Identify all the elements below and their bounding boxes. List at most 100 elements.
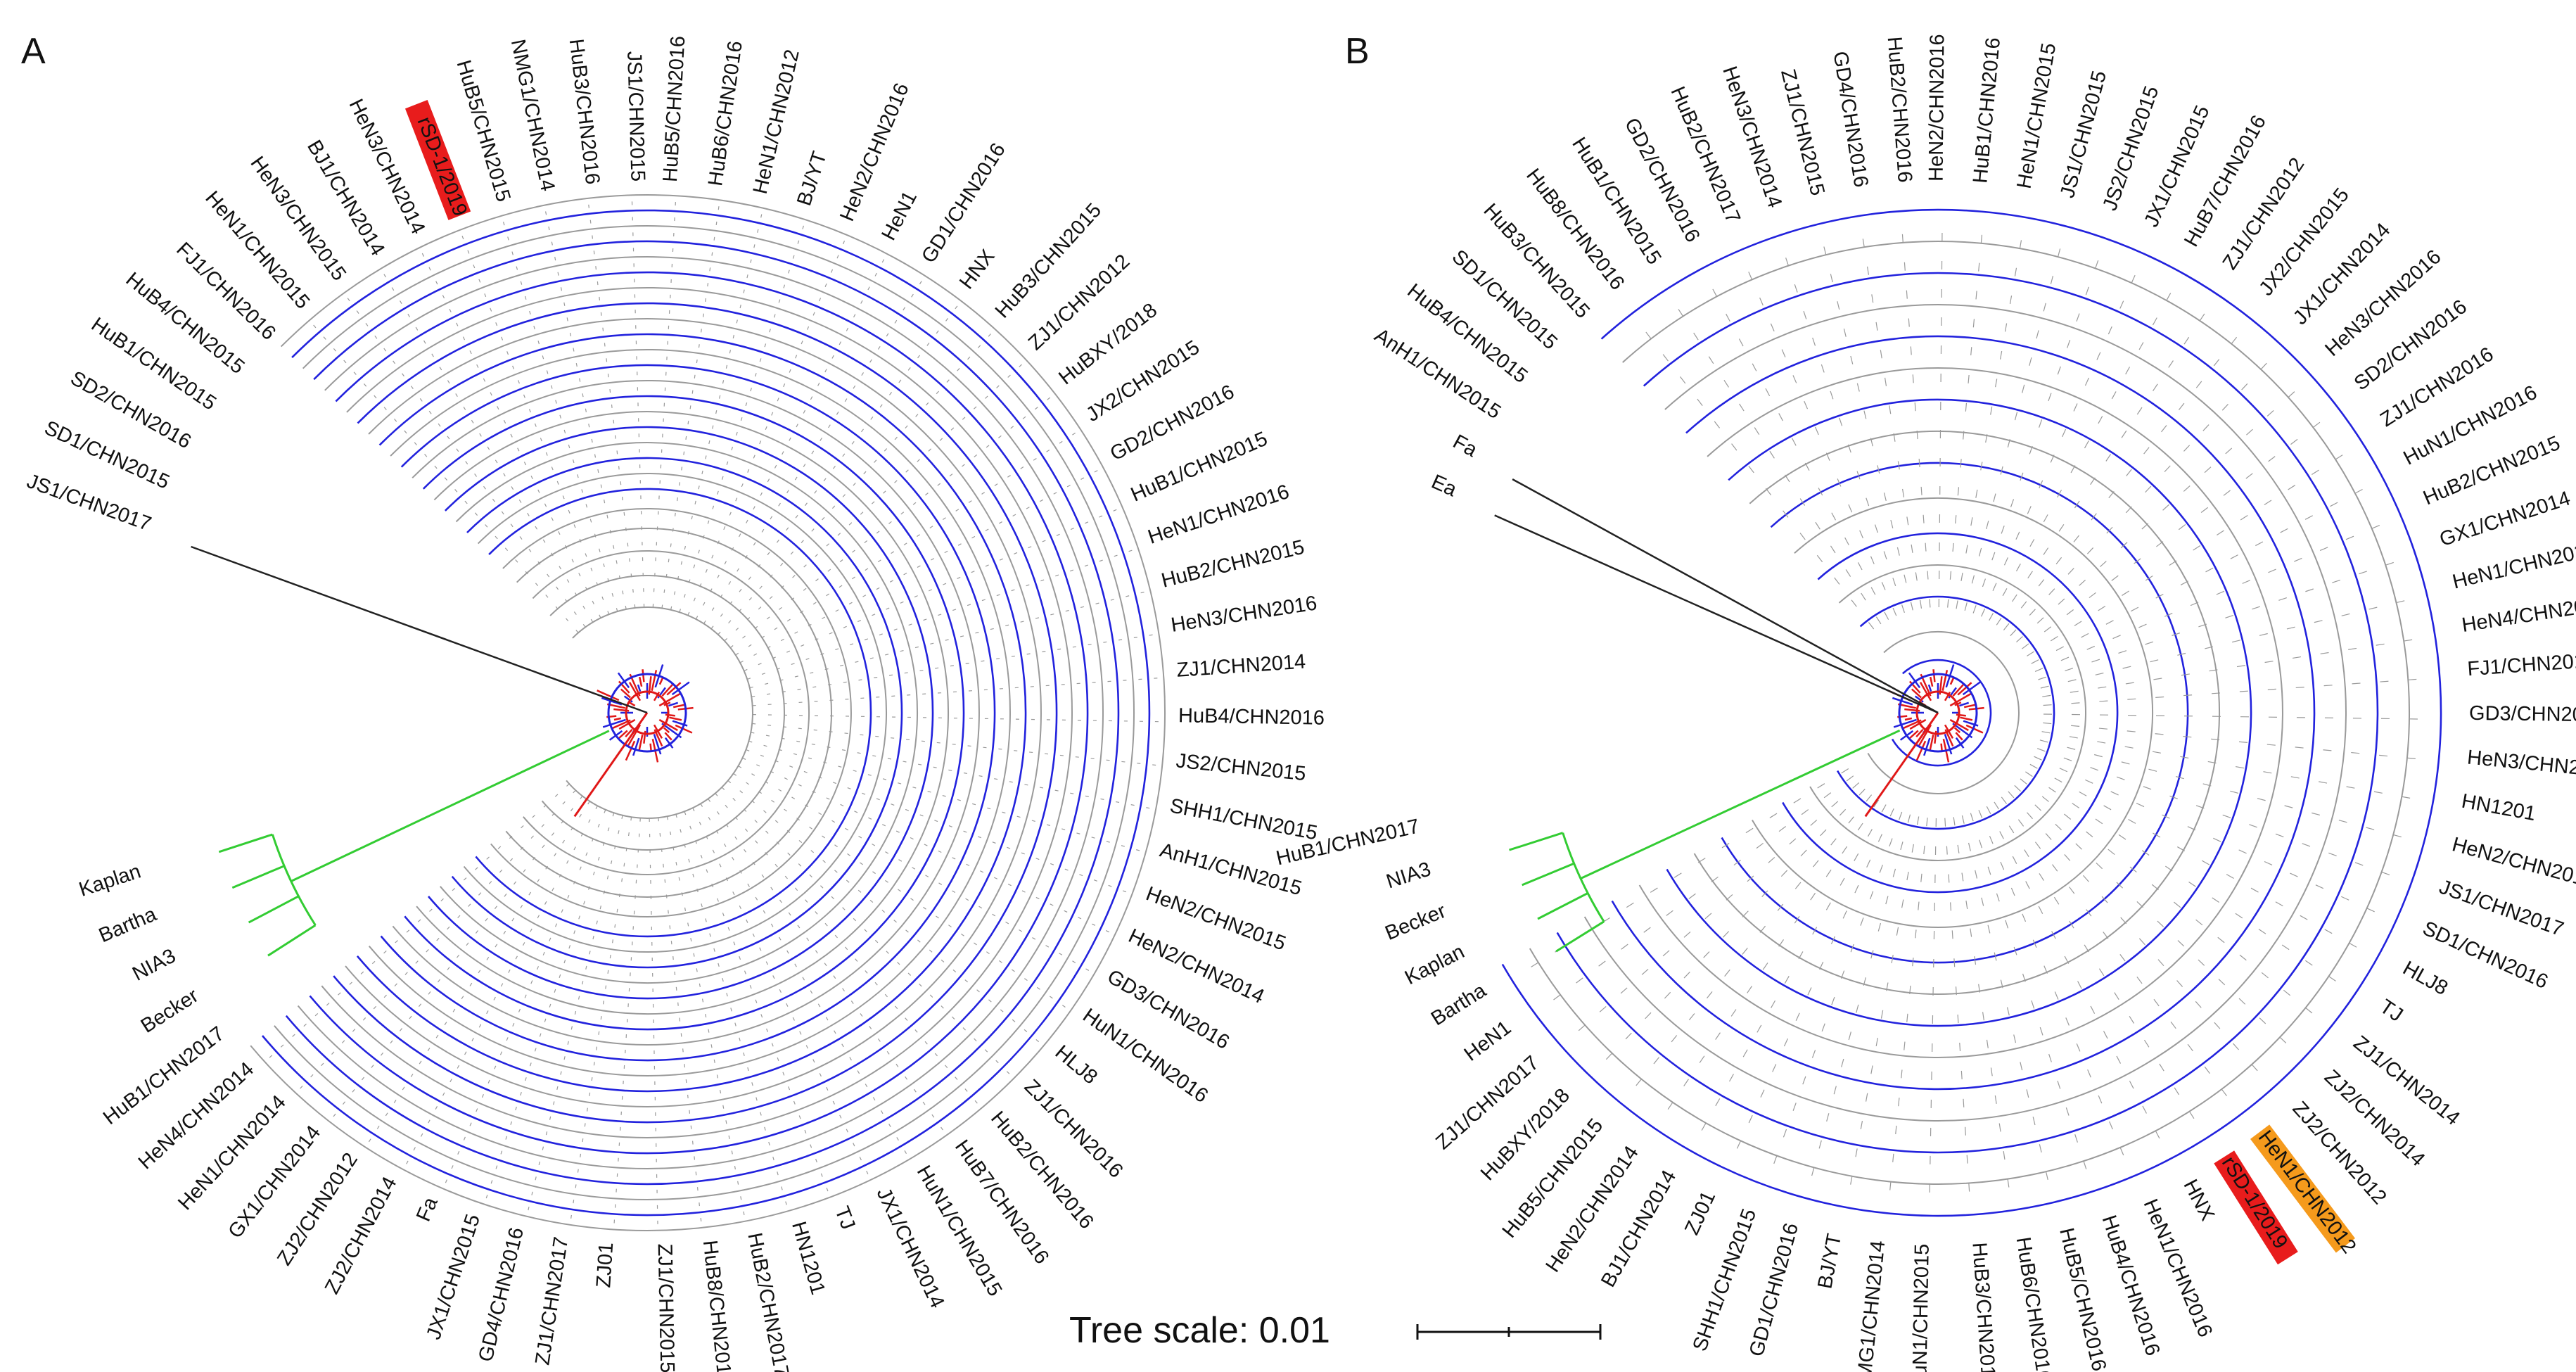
ring-arc — [1693, 430, 2220, 995]
leaf-guide-line — [744, 505, 1126, 671]
leaf-guide-line — [724, 357, 1029, 642]
leaf-label-text: Bartha — [96, 903, 160, 947]
leaf-guide-line — [670, 205, 765, 610]
ring-arc — [440, 442, 918, 984]
core-branch — [651, 670, 658, 691]
core-branch — [658, 718, 678, 732]
leaf-guide-line — [2003, 326, 2245, 630]
leaf-guide-line — [1847, 816, 1920, 1198]
core-branch — [1929, 735, 1934, 751]
leaf-label-text: ZJ1/CHN2014 — [1176, 651, 1306, 682]
leaf-label-text: Bartha — [1427, 979, 1491, 1030]
red-stem — [1864, 712, 1939, 818]
core-branch — [638, 735, 644, 751]
ring-arc — [250, 194, 1166, 1231]
ring-arc — [428, 426, 934, 1000]
ring-arc — [505, 528, 832, 898]
leaf-label: HLJ8 — [2399, 957, 2451, 1000]
core-branch — [628, 701, 636, 707]
red-stem — [573, 712, 649, 818]
leaf-guide-line — [613, 818, 641, 1233]
leaf-guide-line — [363, 801, 590, 1150]
leaf-guide-line — [500, 212, 618, 612]
core-branch — [597, 690, 620, 701]
ring-arc — [333, 302, 1058, 1124]
leaf-label: NMG1/CHN2014 — [506, 37, 559, 193]
core-branch — [620, 688, 632, 699]
leaf-label: HeN3/CHN2016 — [1169, 592, 1318, 637]
classic-clade-tip — [1555, 920, 1605, 953]
leaf-guide-line — [2043, 722, 2428, 761]
leaf-label-text: HLJ8 — [2399, 957, 2451, 1000]
core-branch — [1909, 718, 1927, 730]
core-ring-outer — [607, 673, 687, 753]
leaf-label: TJ — [2376, 995, 2407, 1027]
leaf-label: HuB4/CHN2016 — [1178, 704, 1325, 730]
leaf-label-text: HuB2/CHN2016 — [1883, 36, 1916, 184]
tree-scale-label: Tree scale: 0.01 — [1069, 1310, 1330, 1351]
ring-arc — [404, 395, 965, 1031]
leaf-guide-line — [631, 192, 645, 608]
leaf-highlight — [2214, 1150, 2298, 1265]
leaf-label: HeN1 — [877, 187, 922, 244]
ring-arc — [1501, 208, 2442, 1217]
leaf-guide-line — [1970, 813, 2091, 1181]
ring-arc — [463, 473, 887, 953]
ring-arc — [490, 507, 852, 917]
leaf-label: GD4/CHN2016 — [475, 1225, 528, 1364]
leaf-guide-line — [2027, 447, 2354, 656]
leaf-label-text: TJ — [830, 1203, 859, 1232]
leaf-guide-line — [703, 273, 927, 624]
leaf-guide-line — [2025, 771, 2347, 989]
leaf-guide-line — [746, 749, 1135, 896]
ring-arc — [321, 286, 1073, 1138]
leaf-label-text: HuB3/CHN2016 — [1968, 1242, 2000, 1372]
core-branch — [602, 718, 626, 728]
core-branch — [653, 734, 662, 755]
leaf-label: ZJ1/CHN2015 — [653, 1243, 679, 1372]
leaf-label-text: Becker — [137, 984, 203, 1038]
leaf-label: JX1/CHN2015 — [422, 1212, 485, 1342]
leaf-guide-line — [739, 465, 1106, 663]
leaf-label: HeN1 — [1460, 1017, 1516, 1066]
core-branch — [1955, 737, 1965, 749]
classic-clade-arc — [271, 834, 317, 926]
core-branch — [1911, 688, 1923, 699]
ring-arc — [541, 574, 785, 851]
core-branch — [1908, 730, 1919, 740]
leaf-label-text: HuB2/CHN2015 — [1159, 536, 1307, 592]
leaf-guide-line — [1944, 818, 1971, 1205]
leaf-guide-line — [1981, 263, 2141, 617]
leaf-label: ZJ01 — [1681, 1188, 1720, 1238]
leaf-label-text: GD4/CHN2016 — [1828, 50, 1872, 189]
core-branch — [1963, 704, 1977, 709]
core-branch — [658, 678, 664, 685]
leaf-label-text: HuB5/CHN2016 — [2055, 1226, 2110, 1372]
leaf-guide-line — [679, 217, 807, 613]
leaf-label-text: JS2/CHN2015 — [1175, 749, 1307, 785]
leaf-label: HuB5/CHN2015 — [452, 58, 515, 205]
leaf-label: HN1201 — [2460, 790, 2537, 825]
leaf-guide-line — [2008, 791, 2266, 1081]
leaf-label-text: Becker — [1382, 900, 1450, 945]
leaf-guide-line — [1543, 775, 1854, 1008]
leaf-guide-line — [525, 815, 623, 1219]
core-branch — [661, 684, 674, 697]
leaf-guide-line — [733, 773, 1073, 1013]
core-branch — [1957, 682, 1972, 696]
core-ring — [625, 690, 670, 735]
core-branch — [618, 718, 636, 730]
leaf-label-text: JS1/CHN2015 — [2056, 68, 2111, 200]
leaf-guide-line — [1996, 303, 2212, 625]
classic-clade-tip — [248, 895, 300, 924]
leaf-label: Kaplan — [1401, 940, 1468, 989]
ring-arc — [475, 488, 872, 938]
leaf-label-text: HuB2/CHN2017 — [743, 1231, 793, 1372]
leaf-guide-line — [293, 789, 576, 1096]
leaf-guide-line — [1972, 248, 2103, 614]
leaf-guide-line — [1671, 298, 1882, 625]
leaf-label: GD1/CHN2016 — [1745, 1221, 1803, 1359]
ring-arc — [392, 380, 980, 1046]
core-branch — [1952, 684, 1965, 697]
core-branch — [617, 672, 630, 689]
